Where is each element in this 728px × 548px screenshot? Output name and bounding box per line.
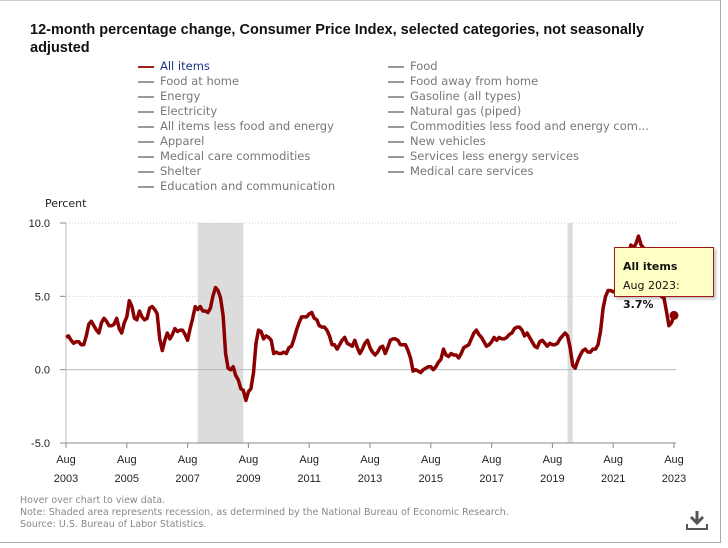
legend-swatch [138, 95, 154, 98]
legend-item[interactable]: Services less energy services [388, 149, 649, 164]
x-tick-label-year: 2003 [54, 473, 78, 485]
legend-swatch [138, 155, 154, 158]
x-tick-label-year: 2005 [115, 473, 139, 485]
x-tick-label-month: Aug [421, 454, 441, 466]
x-tick-label-year: 2007 [175, 473, 199, 485]
tooltip-series: All items [623, 260, 678, 273]
legend-label: Apparel [160, 134, 205, 148]
legend-item[interactable]: New vehicles [388, 134, 649, 149]
legend-swatch [138, 110, 154, 113]
legend-left: All items Food at home Energy Electricity Al… [138, 59, 335, 194]
legend-label: Commodities less food and energy com... [410, 119, 649, 133]
y-tick-label: -5.0 [31, 438, 50, 450]
legend-item[interactable]: Energy [138, 89, 335, 104]
legend-item[interactable]: Gasoline (all types) [388, 89, 649, 104]
legend-label: All items [160, 59, 210, 73]
x-tick-label-year: 2013 [358, 473, 382, 485]
legend-label: Education and communication [160, 179, 336, 193]
y-axis-label: Percent [45, 197, 87, 210]
legend-item[interactable]: All items [138, 59, 335, 74]
legend-swatch [138, 125, 154, 128]
legend-swatch [388, 125, 404, 128]
tooltip-value: 3.7% [623, 298, 654, 311]
chart-title: 12-month percentage change, Consumer Pri… [30, 22, 645, 56]
notes: Hover over chart to view data. Note: Sha… [20, 495, 509, 531]
legend-label: New vehicles [410, 134, 486, 148]
x-tick-label-year: 2023 [662, 473, 686, 485]
x-tick-label-month: Aug [117, 454, 137, 466]
legend-item[interactable]: All items less food and energy [138, 119, 335, 134]
recession-note: Note: Shaded area represents recession, … [20, 507, 509, 518]
x-tick-label-year: 2011 [297, 473, 321, 485]
legend-label: Shelter [160, 164, 202, 178]
legend-swatch [388, 170, 404, 173]
x-tick-label-month: Aug [56, 454, 76, 466]
hover-marker [669, 310, 679, 320]
x-tick-label-year: 2019 [540, 473, 564, 485]
legend-swatch [388, 140, 404, 143]
x-tick-label-month: Aug [360, 454, 380, 466]
legend-item[interactable]: Medical care commodities [138, 149, 335, 164]
x-tick-label-year: 2017 [479, 473, 503, 485]
legend-label: Food [410, 59, 438, 73]
legend-item[interactable]: Natural gas (piped) [388, 104, 649, 119]
x-tick-label-month: Aug [664, 454, 684, 466]
x-tick-label-month: Aug [239, 454, 259, 466]
legend-swatch [138, 140, 154, 143]
legend-label: Medical care services [410, 164, 534, 178]
x-tick-label-year: 2015 [419, 473, 443, 485]
plot-area[interactable]: 10.0 5.0 0.0 -5.0 Aug 2003 Aug 2005 Aug 2007 Aug 20… [0, 1, 721, 491]
download-icon[interactable] [685, 509, 709, 531]
legend-item[interactable]: Food at home [138, 74, 335, 89]
legend-swatch [138, 65, 154, 68]
legend-label: Medical care commodities [160, 149, 311, 163]
legend-label: Food away from home [410, 74, 539, 88]
legend-swatch [388, 95, 404, 98]
x-tick-label-month: Aug [603, 454, 623, 466]
legend-label: All items less food and energy [160, 119, 334, 133]
legend-item[interactable]: Education and communication [138, 179, 335, 194]
recession-band [197, 223, 244, 443]
legend-swatch [138, 170, 154, 173]
x-tick-label-year: 2021 [601, 473, 625, 485]
y-tick-label: 10.0 [29, 218, 50, 230]
legend-item[interactable]: Apparel [138, 134, 335, 149]
hover-note: Hover over chart to view data. [20, 495, 166, 506]
legend-item[interactable]: Electricity [138, 104, 335, 119]
x-tick-label-year: 2009 [236, 473, 260, 485]
legend-swatch [388, 65, 404, 68]
x-tick-label-month: Aug [543, 454, 563, 466]
y-tick-label: 0.0 [35, 365, 50, 377]
legend-swatch [138, 185, 154, 188]
series-line-all-items [65, 234, 676, 403]
legend-label: Gasoline (all types) [410, 89, 522, 103]
legend-item[interactable]: Commodities less food and energy com... [388, 119, 649, 134]
legend-swatch [388, 155, 404, 158]
x-tick-label-month: Aug [482, 454, 502, 466]
tooltip: All items Aug 2023: 3.7% [614, 247, 714, 311]
legend-label: Natural gas (piped) [410, 104, 522, 118]
x-tick-label-month: Aug [299, 454, 319, 466]
legend-label: Services less energy services [410, 149, 579, 163]
legend-swatch [388, 80, 404, 83]
legend-swatch [138, 80, 154, 83]
y-tick-label: 5.0 [35, 291, 50, 303]
legend-item[interactable]: Shelter [138, 164, 335, 179]
tooltip-label: Aug 2023: [623, 279, 680, 292]
legend-right: Food Food away from home Gasoline (all typ… [388, 59, 649, 179]
legend-swatch [388, 110, 404, 113]
recession-band [567, 223, 573, 443]
source-note: Source: U.S. Bureau of Labor Statistics. [20, 519, 207, 530]
legend-label: Energy [160, 89, 201, 103]
legend-label: Electricity [160, 104, 218, 118]
legend-item[interactable]: Food [388, 59, 649, 74]
legend-item[interactable]: Food away from home [388, 74, 649, 89]
legend-label: Food at home [160, 74, 240, 88]
x-tick-label-month: Aug [178, 454, 198, 466]
legend-item[interactable]: Medical care services [388, 164, 649, 179]
